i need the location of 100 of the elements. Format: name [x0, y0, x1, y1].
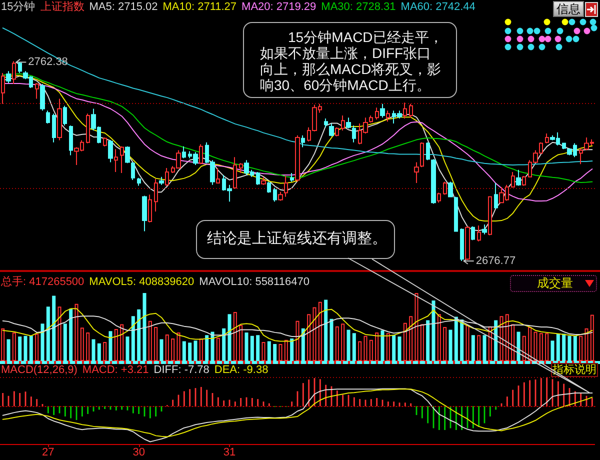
bar [375, 332, 379, 361]
candlestick [6, 70, 11, 84]
chart-title: 上证指数 [40, 1, 84, 14]
bar [233, 312, 237, 361]
bar [437, 314, 441, 361]
candlestick [324, 118, 328, 128]
bar [516, 332, 520, 361]
bar [500, 316, 504, 361]
candlestick [35, 82, 39, 100]
bar [250, 336, 254, 361]
candlestick [562, 142, 566, 150]
candlestick [386, 110, 390, 122]
text: MA30: 2728.31 [321, 1, 396, 14]
candlestick [545, 132, 549, 144]
x-tick-label: 27 [42, 446, 54, 458]
bar [346, 330, 350, 361]
bar [205, 335, 209, 361]
bar [358, 341, 362, 361]
bar [443, 327, 447, 361]
chart-subtitle: 15分钟 [1, 1, 36, 14]
text: DIFF: -7.78 [154, 364, 210, 377]
bar [92, 339, 96, 361]
text: MA5: 2715.02 [89, 1, 158, 14]
bar [556, 334, 560, 361]
bar [432, 300, 436, 361]
bar [545, 333, 549, 361]
bar [86, 332, 90, 361]
bar [335, 326, 339, 361]
candlestick [295, 134, 300, 182]
candlestick [290, 172, 294, 182]
bar [69, 308, 73, 361]
candlestick [86, 113, 90, 144]
bar [29, 336, 33, 361]
candlestick [511, 172, 515, 188]
candlestick [273, 187, 277, 202]
bar [6, 339, 10, 361]
candlestick [443, 181, 447, 196]
candlestick [18, 62, 22, 74]
bar [24, 336, 28, 361]
bar [380, 330, 384, 361]
text: MACD: +3.21 [82, 364, 149, 377]
bar [324, 300, 328, 361]
bar [46, 306, 50, 361]
bar [52, 296, 56, 361]
text: MA60: 2742.44 [400, 1, 476, 14]
bar [256, 335, 260, 361]
bar [194, 340, 198, 361]
candlestick [69, 125, 73, 156]
candlestick [426, 142, 430, 161]
bar [482, 335, 486, 361]
candlestick [40, 84, 45, 112]
candlestick [465, 226, 470, 260]
candlestick [477, 224, 481, 242]
candlestick [103, 136, 107, 147]
text: MAVOL10: 558116470 [199, 276, 310, 289]
bar [278, 344, 282, 361]
text: 成交量 [537, 276, 573, 290]
candlestick [301, 134, 305, 148]
candlestick [261, 176, 266, 186]
bar [369, 340, 373, 361]
bar [471, 335, 475, 361]
candlestick [369, 115, 373, 124]
candlestick [448, 181, 453, 198]
x-tick-label: 31 [223, 446, 236, 458]
candlestick [579, 148, 583, 165]
candlestick [52, 113, 56, 143]
candlestick [142, 195, 147, 232]
candlestick [494, 182, 498, 210]
candlestick [516, 169, 521, 186]
candlestick [329, 122, 334, 137]
bar [454, 316, 458, 361]
candlestick [63, 105, 67, 126]
candlestick [437, 192, 441, 204]
bar [97, 343, 101, 361]
bar [579, 336, 583, 361]
chart-title: MACD(12,26,9) [1, 364, 78, 377]
bar [171, 338, 175, 361]
candlestick [488, 196, 492, 236]
candlestick [182, 146, 186, 159]
annotation: 2676.77 [476, 255, 516, 267]
bar [386, 333, 390, 361]
candlestick [57, 98, 62, 141]
candlestick [335, 126, 339, 137]
text: DEA: -9.38 [214, 364, 268, 377]
candlestick [482, 224, 487, 235]
bar [199, 338, 203, 361]
candlestick [12, 60, 16, 85]
bar [511, 324, 515, 361]
candlestick [114, 148, 118, 173]
bar [290, 338, 294, 361]
candlestick [159, 176, 164, 186]
bar [296, 320, 300, 361]
candlestick [125, 146, 130, 164]
annotation: 结论是上证短线还有调整。 [207, 230, 387, 247]
x-tick-label: 30 [132, 446, 145, 458]
bar [573, 336, 577, 361]
bar [330, 318, 334, 361]
bar [568, 336, 572, 361]
bar [562, 334, 566, 361]
bar [477, 335, 481, 361]
